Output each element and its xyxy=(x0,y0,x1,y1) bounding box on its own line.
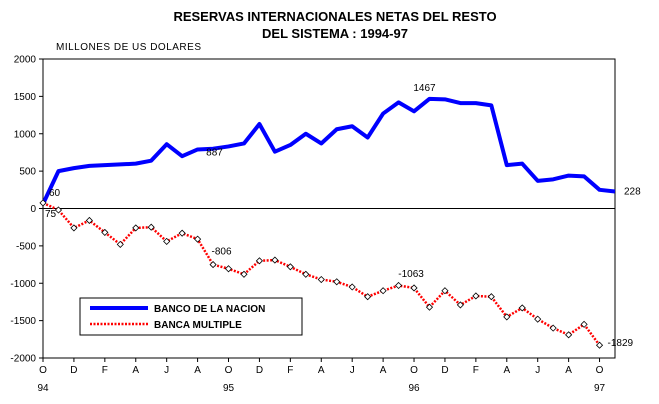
x-year-label: 95 xyxy=(223,383,235,394)
series-line-banco-nacion xyxy=(41,96,616,205)
x-month-label: J xyxy=(350,365,355,376)
x-month-label: O xyxy=(225,365,233,376)
banca-multiple-marker xyxy=(472,292,480,300)
y-tick-label: 1000 xyxy=(14,129,37,140)
banca-multiple-marker xyxy=(487,293,495,301)
x-year-label: 97 xyxy=(594,383,606,394)
banca-multiple-marker xyxy=(534,315,542,323)
banca-multiple-marker xyxy=(163,237,171,245)
banca-multiple-marker xyxy=(395,281,403,290)
x-month-label: D xyxy=(256,365,263,376)
banca-multiple-marker xyxy=(503,313,511,321)
banca-multiple-marker xyxy=(132,224,140,232)
legend: BANCO DE LA NACION BANCA MULTIPLE xyxy=(79,297,303,336)
x-month-label: A xyxy=(565,365,572,376)
y-tick-label: 500 xyxy=(19,167,36,178)
data-label: -1063 xyxy=(398,269,424,280)
banca-multiple-marker xyxy=(456,301,464,309)
y-tick-label: -500 xyxy=(16,241,36,252)
banca-multiple-marker xyxy=(317,275,325,284)
legend-label-banca-multiple: BANCA MULTIPLE xyxy=(154,320,242,331)
x-month-label: O xyxy=(39,365,47,376)
banca-multiple-marker xyxy=(441,287,449,295)
banca-multiple-marker xyxy=(518,304,526,312)
x-month-label: D xyxy=(441,365,448,376)
banca-multiple-marker xyxy=(286,263,294,271)
y-tick-label: -1000 xyxy=(10,279,36,290)
banca-multiple-marker xyxy=(147,223,155,231)
data-label: 228 xyxy=(624,186,641,197)
banca-multiple-marker xyxy=(410,284,418,292)
x-month-label: O xyxy=(596,365,604,376)
banca-multiple-marker xyxy=(70,224,78,232)
data-label: 75 xyxy=(45,209,57,220)
banca-multiple-marker xyxy=(178,229,186,237)
banca-multiple-marker xyxy=(595,341,604,349)
banca-multiple-marker xyxy=(255,257,263,265)
banca-multiple-marker xyxy=(39,199,47,207)
x-year-label: 94 xyxy=(37,383,49,394)
x-month-label: F xyxy=(473,365,479,376)
data-label: 1467 xyxy=(413,83,436,94)
chart-title-line1: RESERVAS INTERNACIONALES NETAS DEL RESTO xyxy=(173,9,496,24)
banca-multiple-marker xyxy=(302,270,310,278)
banca-multiple-marker xyxy=(580,320,588,328)
data-label: -1829 xyxy=(608,338,634,349)
x-month-label: A xyxy=(380,365,387,376)
data-label: 887 xyxy=(206,147,223,158)
x-month-label: J xyxy=(535,365,540,376)
x-month-label: A xyxy=(132,365,139,376)
y-tick-label: 0 xyxy=(30,204,36,215)
x-month-label: F xyxy=(102,365,108,376)
banca-multiple-marker xyxy=(271,256,279,264)
banca-multiple-marker xyxy=(549,324,557,332)
banca-multiple-marker xyxy=(379,287,387,295)
x-month-label: O xyxy=(410,365,418,376)
banca-multiple-marker xyxy=(224,265,233,273)
data-label: -806 xyxy=(212,247,232,258)
x-year-label: 96 xyxy=(408,383,420,394)
banca-multiple-marker xyxy=(348,283,356,291)
banca-multiple-marker xyxy=(209,260,217,269)
chart-title-line2: DEL SISTEMA : 1994-97 xyxy=(262,26,408,41)
data-label: 60 xyxy=(49,188,61,199)
banca-multiple-marker xyxy=(101,228,109,236)
banca-multiple-marker xyxy=(194,235,202,243)
banca-multiple-marker xyxy=(364,293,372,301)
banca-multiple-marker xyxy=(85,216,93,225)
banca-multiple-marker xyxy=(333,278,341,286)
x-month-label: A xyxy=(318,365,325,376)
banca-multiple-marker xyxy=(425,303,434,311)
y-tick-label: 2000 xyxy=(14,55,37,66)
y-tick-label: 1500 xyxy=(14,92,37,103)
legend-box xyxy=(79,297,303,336)
x-month-label: A xyxy=(503,365,510,376)
banca-multiple-marker xyxy=(240,270,248,278)
y-axis-label: MILLONES DE US DOLARES xyxy=(56,42,201,53)
y-tick-label: -1500 xyxy=(10,316,36,327)
banca-multiple-marker xyxy=(116,240,124,248)
x-month-label: A xyxy=(194,365,201,376)
legend-label-banco-nacion: BANCO DE LA NACION xyxy=(154,304,265,315)
banca-multiple-marker xyxy=(54,206,63,214)
y-tick-label: -2000 xyxy=(10,354,36,365)
x-month-label: J xyxy=(164,365,169,376)
x-month-label: D xyxy=(70,365,77,376)
x-month-label: F xyxy=(287,365,293,376)
banca-multiple-marker xyxy=(565,331,573,339)
